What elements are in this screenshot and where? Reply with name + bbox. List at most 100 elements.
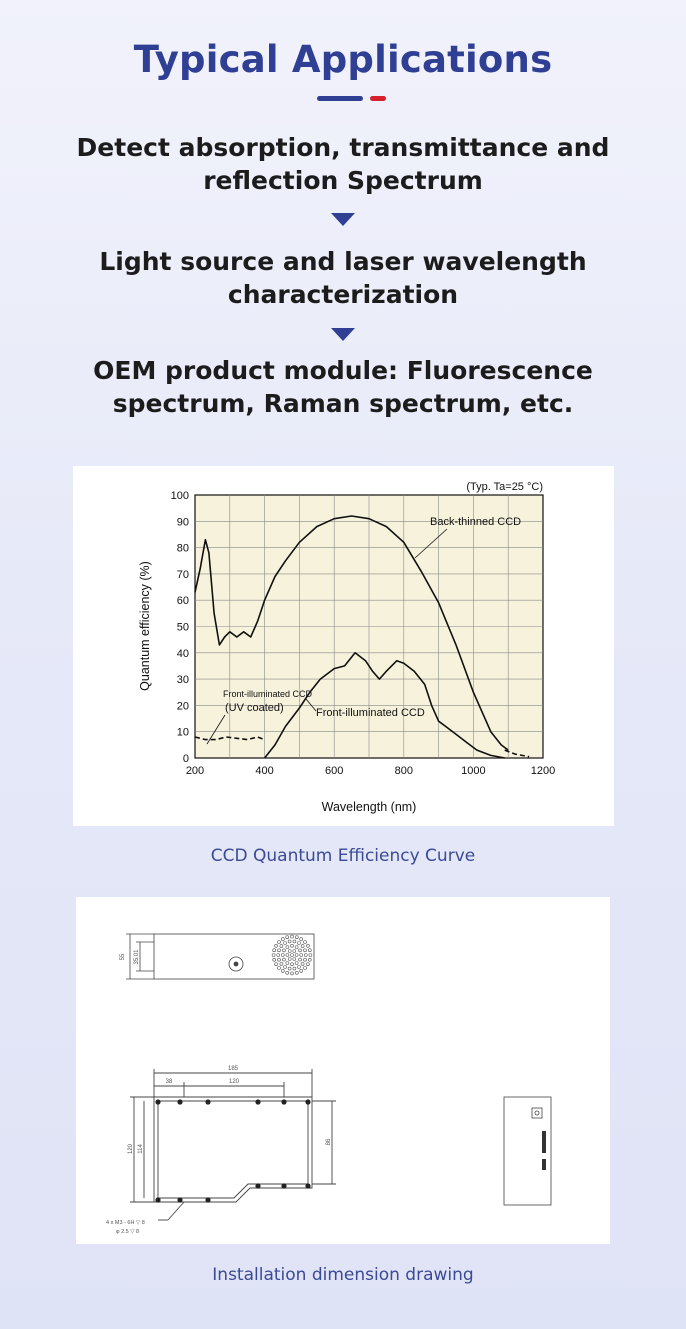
hole-note-line2: φ 2.5 ▽ 8 <box>116 1229 139 1235</box>
vent-hole <box>295 971 299 975</box>
side-port <box>531 1107 543 1119</box>
vent-hole <box>294 945 299 949</box>
application-item-1-line2: reflection Spectrum <box>203 166 483 195</box>
vent-hole <box>272 948 276 953</box>
application-item-3: OEM product module: Fluorescence spectru… <box>60 354 626 420</box>
y-tick-label: 70 <box>177 569 189 581</box>
vent-hole <box>306 943 310 948</box>
application-item-1: Detect absorption, transmittance and ref… <box>60 131 626 197</box>
power-connector <box>542 1159 546 1170</box>
vent-hole <box>285 945 290 949</box>
vent-hole <box>285 953 290 957</box>
hole-note-line1: 4 x M3 - 6H ▽ 8 <box>106 1220 145 1226</box>
x-tick-label: 200 <box>186 765 204 777</box>
y-tick-label: 10 <box>177 727 189 739</box>
series-leader-front-illuminated <box>305 698 317 712</box>
vent-hole <box>292 957 297 961</box>
y-tick-label: 20 <box>177 700 189 712</box>
series-line-2 <box>263 652 505 759</box>
vent-hole <box>292 966 297 971</box>
vent-hole <box>303 940 307 944</box>
y-tick-label: 60 <box>177 595 189 607</box>
mounting-hole <box>281 1183 287 1189</box>
application-item-2: Light source and laser wavelength charac… <box>60 245 626 311</box>
chart-note: (Typ. Ta=25 °C) <box>466 481 543 493</box>
mounting-hole <box>205 1099 211 1105</box>
usb-connector <box>542 1131 546 1153</box>
x-tick-label: 400 <box>255 765 273 777</box>
y-tick-label: 50 <box>177 622 189 634</box>
y-tick-label: 80 <box>177 543 189 555</box>
title-underline-blue <box>317 96 363 101</box>
y-tick-label: 100 <box>171 490 189 502</box>
series-label-uv-coated-line1: Front-illuminated CCD <box>223 689 313 699</box>
dim-label: 114 <box>138 1144 144 1154</box>
vent-hole <box>285 935 289 940</box>
vent-hole <box>287 957 292 961</box>
vent-hole <box>276 953 280 957</box>
mounting-hole <box>305 1099 311 1105</box>
vent-hole <box>290 953 294 957</box>
triangle-down-icon <box>331 213 355 226</box>
vent-hole <box>287 949 292 953</box>
vent-hole <box>274 962 278 966</box>
application-item-3-line1: OEM product module: Fluorescence <box>93 356 593 385</box>
vent-hole <box>295 935 299 940</box>
page-title: Typical Applications <box>133 38 553 81</box>
vent-hole <box>281 969 285 973</box>
title-underline-red <box>370 96 386 101</box>
vent-hole <box>274 943 278 948</box>
vent-hole <box>298 957 302 962</box>
vent-hole <box>292 949 297 953</box>
chart-panel: 0 10 20 30 40 50 60 70 80 90 100 200 400 600 800 1000 12… <box>73 466 614 826</box>
mounting-hole <box>255 1183 261 1189</box>
vent-hole <box>287 939 292 944</box>
vent-hole <box>308 948 312 953</box>
x-axis-label: Wavelength (nm) <box>322 800 417 814</box>
input-port <box>228 956 244 972</box>
device-top-view <box>153 933 315 980</box>
dim-label: 38 <box>166 1079 173 1085</box>
dim-label: 185 <box>228 1066 239 1072</box>
vent-hole <box>294 961 299 965</box>
mounting-hole <box>205 1197 211 1203</box>
vent-hole <box>303 957 307 962</box>
x-tick-label: 1200 <box>531 765 555 777</box>
vent-hole <box>297 941 301 945</box>
mounting-holes <box>155 1099 311 1203</box>
vent-hole <box>271 953 276 957</box>
x-tick-label: 600 <box>325 765 343 777</box>
dim-label: 120 <box>128 1143 134 1154</box>
dim-label: 120 <box>229 1079 240 1085</box>
vent-hole <box>308 953 313 957</box>
quantum-efficiency-chart: 0 10 20 30 40 50 60 70 80 90 100 200 400 600 800 1000 12… <box>138 481 555 814</box>
dim-label: 86 <box>326 1138 332 1145</box>
mounting-hole <box>177 1197 183 1203</box>
vent-hole <box>277 948 281 953</box>
series-label-back-thinned: Back-thinned CCD <box>430 516 521 528</box>
y-tick-label: 0 <box>183 753 189 765</box>
series-leader-back-thinned <box>414 528 448 559</box>
leader-line <box>167 1201 185 1221</box>
dim-label: 35.01 <box>134 949 140 965</box>
series-leader-uv-coated <box>206 714 226 745</box>
application-item-1-line1: Detect absorption, transmittance and <box>76 133 610 162</box>
mounting-hole <box>255 1099 261 1105</box>
vent-hole <box>304 953 308 957</box>
vent-hole <box>294 953 299 957</box>
vent-hole <box>299 953 303 957</box>
vent-hole <box>300 944 305 948</box>
vent-hole <box>290 943 294 948</box>
vent-hole <box>282 957 286 962</box>
vent-hole <box>290 962 294 966</box>
device-front-view <box>153 1096 313 1203</box>
input-port-center <box>233 961 239 967</box>
vent-hole <box>306 962 310 966</box>
series-label-uv-coated-line2: (UV coated) <box>225 702 284 714</box>
mounting-hole <box>155 1099 161 1105</box>
vent-hole <box>281 953 285 957</box>
x-tick-label: 1000 <box>461 765 485 777</box>
vent-hole <box>298 948 302 953</box>
series-line-3 <box>194 736 265 741</box>
y-tick-label: 90 <box>177 516 189 528</box>
